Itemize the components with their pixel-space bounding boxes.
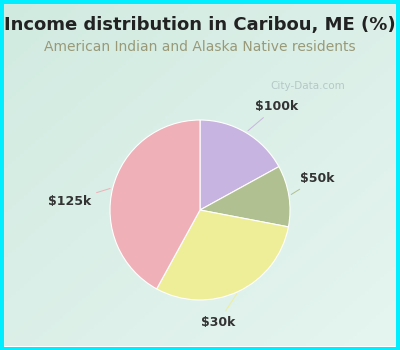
Wedge shape — [200, 120, 279, 210]
Text: $125k: $125k — [48, 188, 110, 208]
Text: American Indian and Alaska Native residents: American Indian and Alaska Native reside… — [44, 40, 356, 54]
Wedge shape — [200, 167, 290, 227]
Wedge shape — [110, 120, 200, 289]
Text: $30k: $30k — [201, 294, 237, 329]
Wedge shape — [157, 210, 288, 300]
Text: $50k: $50k — [291, 172, 334, 195]
Text: Income distribution in Caribou, ME (%): Income distribution in Caribou, ME (%) — [4, 15, 396, 34]
Text: $100k: $100k — [248, 100, 298, 131]
Text: City-Data.com: City-Data.com — [270, 81, 345, 91]
